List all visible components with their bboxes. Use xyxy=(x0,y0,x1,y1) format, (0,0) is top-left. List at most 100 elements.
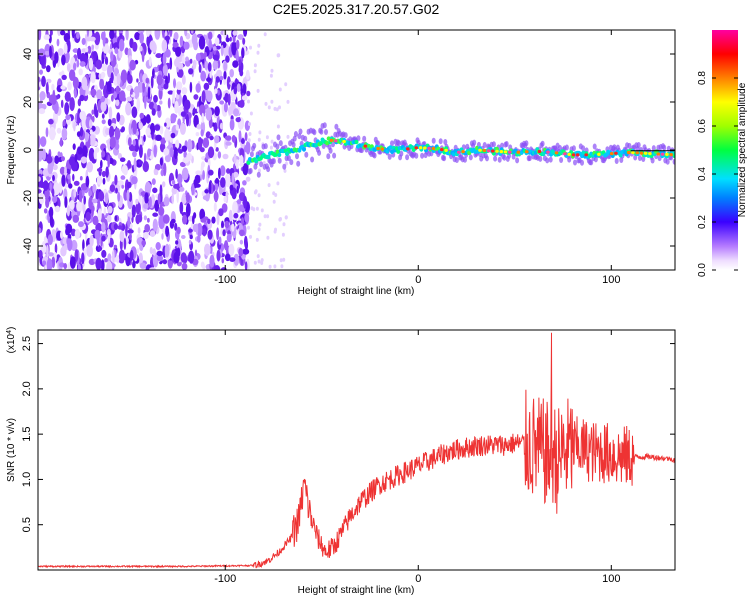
spectral-noise-blob xyxy=(174,100,179,114)
spectral-noise-blob xyxy=(73,88,77,99)
spectral-noise-blob xyxy=(139,32,145,44)
spectral-noise-blob xyxy=(226,168,231,174)
spectral-noise-blob xyxy=(64,165,67,177)
ridge-halo xyxy=(637,155,642,161)
spectral-noise-blob xyxy=(172,41,179,48)
ridge-halo xyxy=(666,145,671,152)
spectral-noise-blob xyxy=(121,126,125,132)
ridge-halo xyxy=(454,157,459,163)
spectral-noise-blob xyxy=(89,36,96,42)
spectral-noise-blob xyxy=(91,198,99,204)
spectral-noise-blob xyxy=(243,195,248,209)
spectral-noise-blob xyxy=(101,170,106,178)
spectral-noise-blob xyxy=(159,201,163,215)
spectral-noise-blob xyxy=(249,45,252,50)
spectral-noise-blob xyxy=(104,258,108,263)
ridge-core xyxy=(285,151,289,156)
spectral-noise-blob xyxy=(51,188,55,198)
spectral-noise-blob xyxy=(131,106,138,119)
spectral-noise-blob xyxy=(144,192,149,205)
ridge-core xyxy=(266,154,271,160)
spectral-noise-blob xyxy=(68,156,76,167)
spectral-noise-blob xyxy=(66,205,70,217)
ridge-peak xyxy=(461,150,465,154)
spectral-noise-blob xyxy=(145,127,151,136)
ridge-peak xyxy=(329,138,334,142)
ridge-halo xyxy=(295,153,299,160)
spectral-noise-blob xyxy=(278,105,281,110)
spectral-noise-blob xyxy=(216,227,220,240)
spectral-noise-blob xyxy=(203,216,209,221)
spectral-noise-blob xyxy=(179,122,186,135)
spectral-noise-blob xyxy=(263,32,267,37)
spectral-noise-blob xyxy=(52,174,55,182)
ridge-core xyxy=(394,146,399,151)
spectral-noise-blob xyxy=(149,246,153,255)
spectral-noise-blob xyxy=(145,114,151,124)
snr-y-multiplier-exp: 4 xyxy=(6,330,13,334)
spectral-noise-blob xyxy=(42,260,47,266)
spectral-noise-blob xyxy=(132,150,137,158)
colorbar-tick-label: 0.4 xyxy=(697,167,708,181)
spectral-noise-blob xyxy=(122,96,127,102)
ridge-core xyxy=(319,141,323,146)
spectral-noise-blob xyxy=(72,48,79,53)
ridge-peak xyxy=(482,148,487,153)
ridge-halo xyxy=(540,140,545,147)
ridge-peak xyxy=(516,150,521,154)
spectral-noise-blob xyxy=(176,189,179,203)
ridge-core xyxy=(314,142,319,148)
spectral-noise-blob xyxy=(179,35,184,48)
spectral-noise-blob xyxy=(131,204,136,218)
spectral-noise-blob xyxy=(173,31,179,41)
spectral-noise-blob xyxy=(174,222,178,231)
spectral-noise-blob xyxy=(78,68,83,76)
spectral-noise-blob xyxy=(114,47,119,54)
spectral-noise-blob xyxy=(54,155,60,164)
spectral-noise-blob xyxy=(229,36,232,42)
spectral-noise-blob xyxy=(109,125,115,139)
ridge-core xyxy=(533,150,538,155)
spectral-noise-blob xyxy=(143,215,147,221)
spectral-noise-blob xyxy=(219,122,224,130)
ridge-halo xyxy=(472,139,477,146)
spectral-noise-blob xyxy=(213,265,221,270)
colorbar-tick-label: 0.8 xyxy=(697,71,708,85)
spectral-noise-blob xyxy=(157,84,162,90)
spectral-noise-blob xyxy=(118,30,124,34)
ridge-halo xyxy=(390,140,394,147)
y-tick-label: 1.5 xyxy=(21,427,33,442)
spectral-noise-blob xyxy=(100,100,107,112)
spectral-noise-blob xyxy=(106,260,113,270)
spectral-noise-blob xyxy=(193,94,199,100)
spectral-noise-blob xyxy=(231,41,238,56)
ridge-halo xyxy=(356,135,361,142)
ridge-peak xyxy=(457,150,461,154)
ridge-halo xyxy=(405,154,410,161)
spectral-noise-blob xyxy=(127,74,133,84)
spectral-noise-blob xyxy=(46,258,53,270)
ridge-core xyxy=(541,151,546,157)
spectral-noise-blob xyxy=(280,264,284,269)
spectral-noise-blob xyxy=(233,253,240,266)
spectral-noise-blob xyxy=(106,139,110,144)
spectral-noise-blob xyxy=(204,243,211,256)
spectral-noise-blob xyxy=(173,183,179,189)
spectral-noise-blob xyxy=(239,239,244,245)
spectral-noise-blob xyxy=(73,121,76,132)
spectral-noise-blob xyxy=(188,239,192,245)
ridge-halo xyxy=(502,154,507,161)
spectral-noise-blob xyxy=(129,249,134,261)
spectral-noise-blob xyxy=(56,127,62,134)
spectral-noise-blob xyxy=(135,198,139,205)
ridge-peak xyxy=(609,152,614,156)
spectral-noise-blob xyxy=(98,190,105,202)
spectral-noise-blob xyxy=(47,252,55,257)
spectral-noise-blob xyxy=(235,159,239,170)
ridge-halo xyxy=(291,141,296,148)
spectral-noise-blob xyxy=(200,129,204,137)
spectral-noise-blob xyxy=(51,83,55,91)
spectral-noise-blob xyxy=(152,212,159,217)
spectral-noise-blob xyxy=(209,254,215,268)
spectral-noise-blob xyxy=(286,134,290,139)
